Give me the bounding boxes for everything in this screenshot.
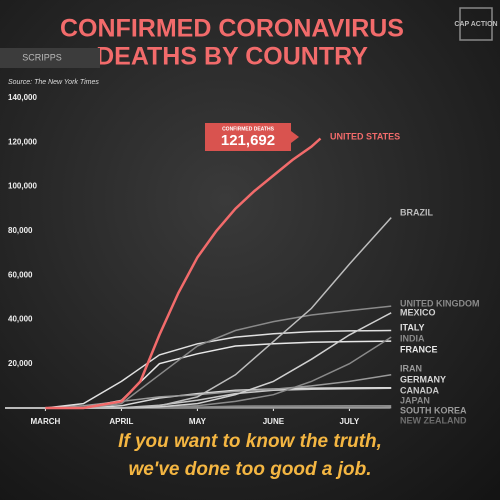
annotation-pointer xyxy=(291,131,299,143)
series-line xyxy=(45,386,392,409)
chart-title: DEATHS BY COUNTRY xyxy=(96,43,368,71)
series-label: GERMANY xyxy=(400,374,446,384)
x-tick-label: JULY xyxy=(340,417,360,426)
series-label: JAPAN xyxy=(400,395,430,405)
annotation-text: 121,692 xyxy=(221,132,275,149)
series-label: IRAN xyxy=(400,363,422,373)
logo-box xyxy=(459,7,493,41)
chart-title: CONFIRMED CORONAVIRUS xyxy=(60,15,404,43)
series-label: NEW ZEALAND xyxy=(400,415,467,425)
series-label: ITALY xyxy=(400,322,425,332)
series-label: SOUTH KOREA xyxy=(400,405,467,415)
series-label: UNITED STATES xyxy=(330,131,400,141)
source: Source: The New York Times xyxy=(8,79,99,86)
series-label: CANADA xyxy=(400,385,439,395)
y-tick-label: 120,000 xyxy=(8,137,37,146)
series-line xyxy=(45,137,322,410)
network-box xyxy=(0,48,100,68)
series-label: FRANCE xyxy=(400,344,438,354)
x-tick-label: JUNE xyxy=(263,417,285,426)
series-label: INDIA xyxy=(400,333,425,343)
caption: If you want to know the truth, xyxy=(118,431,382,452)
series-label: MEXICO xyxy=(400,307,436,317)
series-label: BRAZIL xyxy=(400,207,433,217)
x-tick-label: APRIL xyxy=(109,417,133,426)
y-tick-label: 60,000 xyxy=(8,270,33,279)
annotation-label: CONFIRMED DEATHS xyxy=(222,126,275,132)
x-tick-label: MAY xyxy=(189,417,207,426)
series-line xyxy=(45,329,392,409)
y-tick-label: 100,000 xyxy=(8,182,37,191)
y-tick-label: 20,000 xyxy=(8,359,33,368)
y-tick-label: 140,000 xyxy=(8,93,37,102)
caption: we've done too good a job. xyxy=(128,459,371,480)
series-line xyxy=(45,217,392,409)
y-tick-label: 40,000 xyxy=(8,315,33,324)
y-tick-label: 80,000 xyxy=(8,226,33,235)
series-label: UNITED KINGDOM xyxy=(400,298,480,308)
network: SCRIPPS xyxy=(22,52,62,62)
logo: CAP ACTION xyxy=(454,21,497,28)
annotation-box xyxy=(205,123,291,151)
x-tick-label: MARCH xyxy=(31,417,61,426)
